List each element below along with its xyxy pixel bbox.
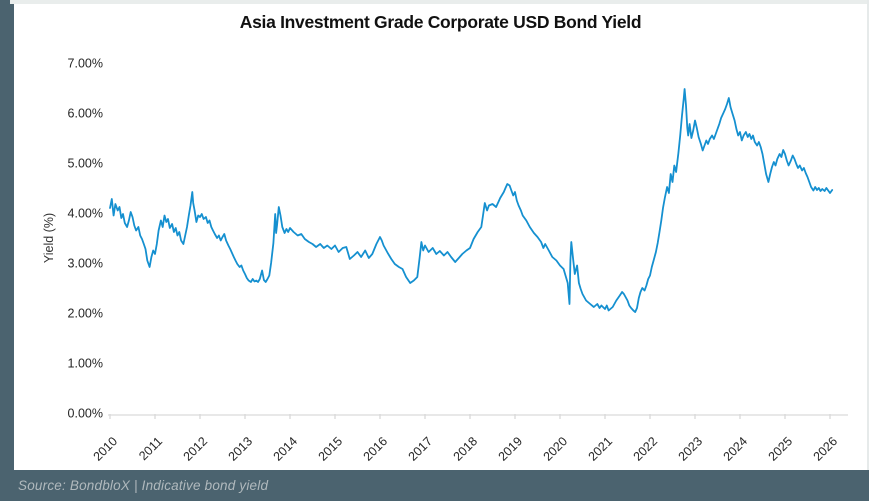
y-axis-tick-label: 1.00% — [68, 357, 103, 371]
x-axis-tick-label: 2015 — [316, 434, 346, 464]
right-border-strip — [867, 0, 869, 471]
x-axis-tick-label: 2023 — [676, 434, 706, 464]
yield-line-chart: 0.00% 1.00% 2.00% 3.00% 4.00% 5.00% 6.00% 7.00%… — [42, 57, 848, 464]
x-axis-tick-label: 2026 — [811, 434, 841, 464]
y-axis-tick-label: 4.00% — [68, 207, 103, 221]
x-axis-tick-label: 2021 — [586, 434, 616, 464]
x-axis-tick-label: 2019 — [496, 434, 526, 464]
y-axis-tick-label: 3.00% — [68, 257, 103, 271]
yield-line-series — [109, 88, 834, 313]
left-accent-band — [0, 0, 14, 501]
x-axis-tick-label: 2024 — [721, 434, 751, 464]
x-axis-tick-label: 2022 — [631, 434, 661, 464]
x-axis-tick-label: 2018 — [451, 434, 481, 464]
x-axis-tick-label: 2012 — [181, 434, 211, 464]
x-axis-tick-label: 2014 — [271, 434, 301, 464]
y-axis-tick-label: 7.00% — [68, 57, 103, 71]
x-axis-tick-label: 2011 — [136, 434, 165, 463]
y-axis-tick-label: 5.00% — [68, 157, 103, 171]
x-axis-tick-label: 2025 — [766, 434, 796, 464]
y-axis-title: Yield (%) — [42, 213, 56, 263]
source-text: Source: BondbloX | Indicative bond yield — [18, 478, 269, 493]
chart-title: Asia Investment Grade Corporate USD Bond… — [239, 12, 642, 32]
source-footer: Source: BondbloX | Indicative bond yield — [0, 470, 869, 501]
top-border-strip — [10, 0, 869, 4]
x-axis-tick-label: 2010 — [91, 434, 121, 464]
y-axis-tick-label: 0.00% — [68, 407, 103, 421]
x-axis-tick-label: 2016 — [361, 434, 391, 464]
y-axis-tick-label: 2.00% — [68, 307, 103, 321]
x-axis-tick-label: 2013 — [226, 434, 256, 464]
x-axis-tick-label: 2017 — [406, 434, 436, 464]
x-axis-tick-label: 2020 — [541, 434, 571, 464]
y-axis-tick-label: 6.00% — [68, 107, 103, 121]
